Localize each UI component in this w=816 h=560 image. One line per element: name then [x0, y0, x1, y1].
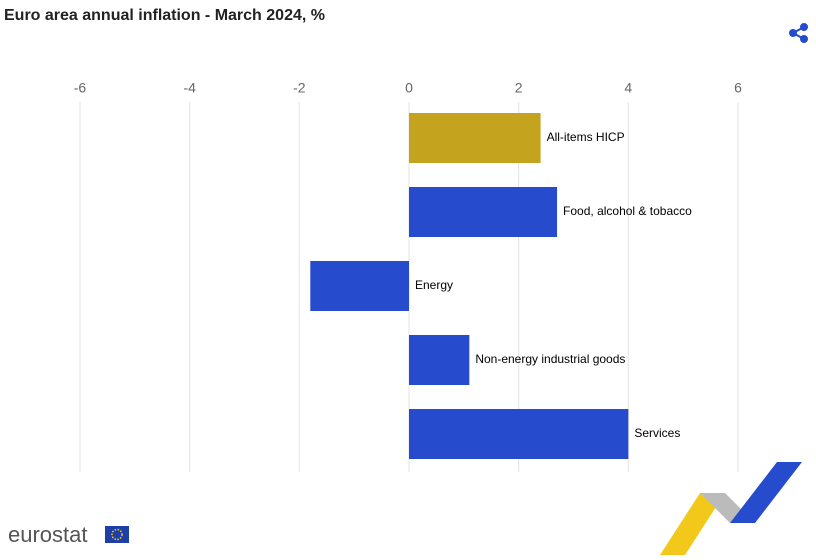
bar [409, 187, 558, 237]
x-tick-label: 2 [515, 80, 523, 96]
bar [409, 409, 629, 459]
bar [310, 261, 409, 311]
category-label: Energy [415, 278, 453, 292]
brand-logo: eurostat [8, 522, 88, 547]
x-tick-label: 0 [405, 80, 413, 96]
category-label: Food, alcohol & tobacco [563, 204, 692, 218]
category-label: Services [634, 426, 680, 440]
bar [409, 335, 470, 385]
chart-title: Euro area annual inflation - March 2024,… [4, 7, 325, 24]
x-tick-label: 6 [734, 80, 742, 96]
decoration [660, 462, 802, 555]
x-tick-label: -2 [293, 80, 306, 96]
bar [409, 113, 541, 163]
x-tick-label: -6 [74, 80, 87, 96]
x-tick-label: -4 [183, 80, 196, 96]
share-icon[interactable] [789, 23, 808, 43]
category-label: Non-energy industrial goods [475, 352, 625, 366]
category-label: All-items HICP [547, 130, 625, 144]
x-tick-label: 4 [624, 80, 632, 96]
eu-flag [105, 526, 129, 543]
